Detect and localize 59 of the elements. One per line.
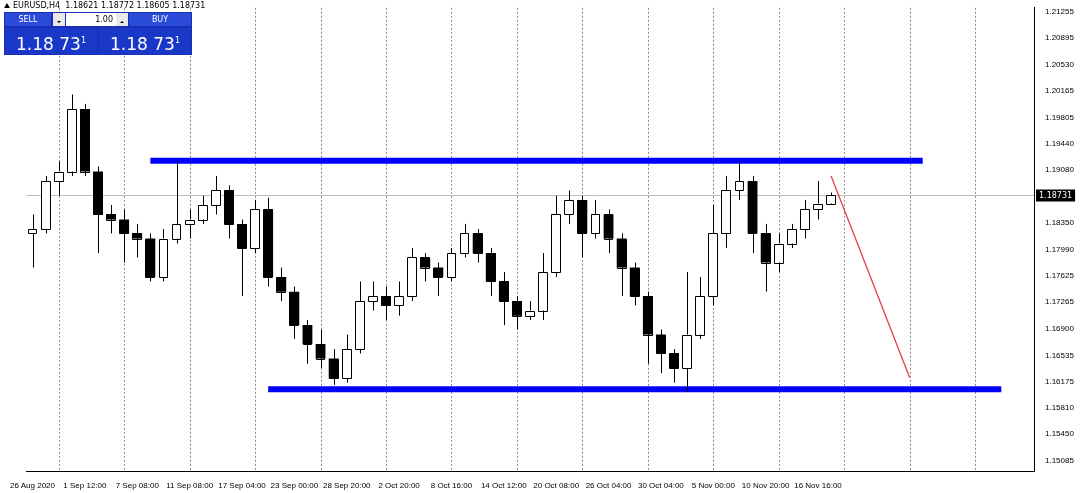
x-tick-label: 26 Oct 04:00 bbox=[585, 481, 632, 491]
x-tick-label: 10 Nov 20:00 bbox=[741, 481, 790, 491]
x-tick-label: 1 Sep 12:00 bbox=[63, 481, 108, 491]
candlestick bbox=[328, 348, 339, 386]
candlestick bbox=[498, 271, 509, 326]
x-tick-label: 7 Sep 08:00 bbox=[115, 481, 160, 491]
candlestick bbox=[368, 280, 378, 312]
x-tick-label: 11 Sep 08:00 bbox=[166, 481, 214, 491]
candlestick bbox=[800, 199, 810, 240]
annotation: SELL bbox=[5, 13, 51, 26]
annotation: 1.18 73$^{1}$ bbox=[5, 28, 97, 54]
y-tick-label: 1.20895 bbox=[1045, 33, 1075, 43]
candlestick bbox=[394, 280, 404, 317]
y-tick-label: 1.16175 bbox=[1045, 376, 1075, 386]
candlestick bbox=[459, 223, 470, 258]
x-tick-label: 8 Oct 16:00 bbox=[430, 481, 473, 491]
x-tick-label: 20 Oct 08:00 bbox=[533, 481, 580, 491]
candlestick bbox=[433, 262, 444, 297]
x-tick-label: 30 Oct 04:00 bbox=[638, 481, 685, 491]
x-tick-label: 17 Sep 04:00 bbox=[218, 481, 267, 491]
candlestick bbox=[656, 328, 666, 374]
y-tick-label: 1.19805 bbox=[1045, 112, 1075, 122]
y-tick-label: 1.16900 bbox=[1045, 323, 1075, 333]
x-tick-label: 5 Nov 00:00 bbox=[691, 481, 736, 491]
candlestick bbox=[210, 175, 221, 215]
annotation: 1.18 73$^{1}$ bbox=[99, 28, 191, 54]
y-tick-label: 1.15085 bbox=[1045, 456, 1075, 466]
candlestick bbox=[381, 286, 391, 321]
y-tick-label: 1.16535 bbox=[1045, 350, 1075, 360]
candlestick bbox=[302, 319, 313, 365]
y-tick-label: 1.17265 bbox=[1045, 297, 1075, 307]
annotation: BUY bbox=[129, 13, 191, 26]
y-tick-label: 1.20165 bbox=[1045, 86, 1075, 96]
candlestick bbox=[564, 189, 575, 225]
x-tick-label: 16 Nov 16:00 bbox=[794, 481, 843, 491]
x-tick-label: 26 Aug 2020 bbox=[10, 481, 56, 491]
x-tick-label: 23 Sep 00:00 bbox=[270, 481, 319, 491]
y-tick-label: 1.15810 bbox=[1045, 403, 1075, 413]
candlestick bbox=[590, 199, 601, 240]
candlestick bbox=[472, 228, 483, 264]
x-tick-label: 28 Sep 20:00 bbox=[322, 481, 372, 491]
y-tick-label: 1.15450 bbox=[1045, 429, 1075, 439]
candlestick bbox=[669, 348, 679, 384]
y-tick-label: 1.19080 bbox=[1045, 165, 1075, 175]
chart-title: EURUSD,H4 1.18621 1.18772 1.18605 1.18731 bbox=[13, 1, 206, 10]
y-tick-label: 1.18350 bbox=[1045, 218, 1075, 228]
candlestick bbox=[734, 160, 745, 201]
y-tick-label: 1.21255 bbox=[1045, 7, 1075, 17]
y-tick-label: 1.19440 bbox=[1045, 139, 1075, 149]
x-tick-label: 14 Oct 12:00 bbox=[480, 481, 528, 491]
ref-line-label: 1.18731 bbox=[1039, 190, 1073, 200]
candlestick bbox=[813, 180, 823, 221]
candlestick bbox=[119, 208, 130, 264]
candlestick bbox=[27, 213, 38, 269]
y-tick-label: 1.17625 bbox=[1045, 271, 1075, 281]
annotation: 1.00 bbox=[66, 13, 116, 26]
y-tick-label: 1.20530 bbox=[1045, 59, 1075, 69]
y-tick-label: 1.17990 bbox=[1045, 244, 1075, 254]
x-tick-label: 2 Oct 20:00 bbox=[378, 481, 421, 491]
